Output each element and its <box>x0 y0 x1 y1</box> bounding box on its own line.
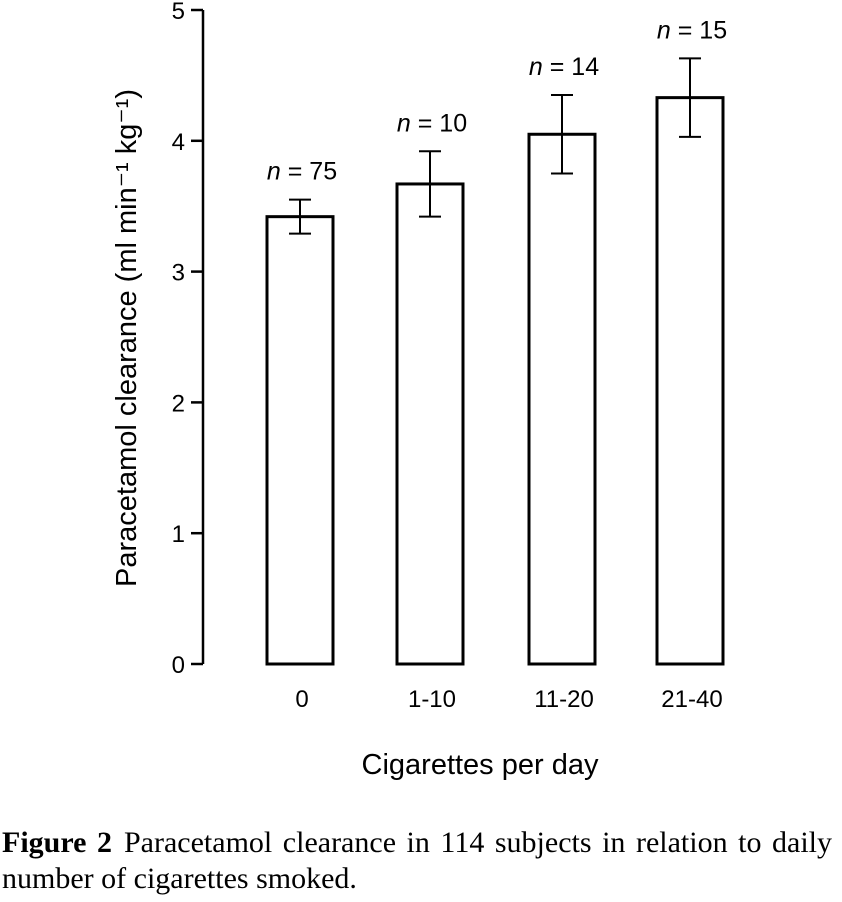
figure-caption: Figure 2 Paracetamol clearance in 114 sub… <box>2 825 832 897</box>
sample-size-label: n = 10 <box>397 109 467 137</box>
figure-label: Figure 2 <box>2 826 112 859</box>
y-tick-label: 5 <box>172 0 185 25</box>
bar-chart: 0 1 2 3 4 5 n = 75 n = 10 n = 14 n = 15 0 1-10 11-… <box>111 0 727 781</box>
x-tick-label: 11-20 <box>534 686 594 713</box>
y-tick-label: 3 <box>172 260 185 287</box>
x-axis-tick-labels: 0 1-10 11-20 21-40 <box>295 686 722 713</box>
bar <box>655 96 725 666</box>
sample-size-labels: n = 75 n = 10 n = 14 n = 15 <box>267 16 727 185</box>
caption-text: Paracetamol clearance in 114 subjects in… <box>2 826 832 895</box>
y-axis-title: Paracetamol clearance (ml min⁻¹ kg⁻¹) <box>111 89 143 587</box>
bar <box>527 132 597 666</box>
sample-size-label: n = 15 <box>657 16 727 44</box>
x-tick-label: 1-10 <box>408 686 456 713</box>
y-axis-ticks: 0 1 2 3 4 5 <box>172 0 203 679</box>
y-tick-label: 4 <box>172 129 185 156</box>
y-tick-label: 2 <box>172 390 185 417</box>
x-tick-label: 21-40 <box>661 686 722 713</box>
sample-size-label: n = 75 <box>267 158 337 186</box>
bar <box>265 215 335 666</box>
bar <box>395 182 465 666</box>
y-tick-label: 1 <box>172 521 185 548</box>
error-bars <box>289 57 701 235</box>
sample-size-label: n = 14 <box>529 53 599 81</box>
bars <box>265 96 725 666</box>
x-axis-title: Cigarettes per day <box>362 749 599 781</box>
x-tick-label: 0 <box>295 686 308 713</box>
y-tick-label: 0 <box>172 652 185 679</box>
